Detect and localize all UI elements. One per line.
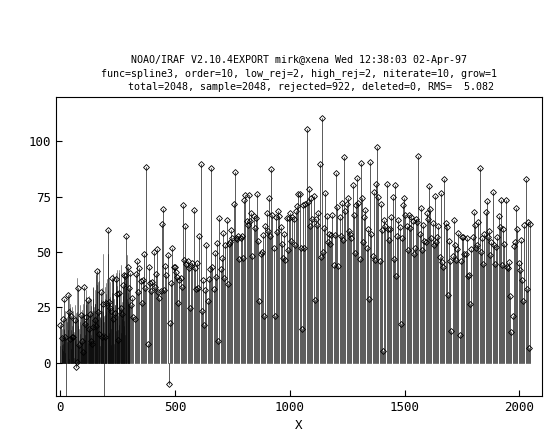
X-axis label: X: X <box>295 419 303 433</box>
Title: NOAO/IRAF V2.10.4EXPORT mirk@xena Wed 12:38:03 02-Apr-97
func=spline3, order=10,: NOAO/IRAF V2.10.4EXPORT mirk@xena Wed 12… <box>101 55 497 92</box>
